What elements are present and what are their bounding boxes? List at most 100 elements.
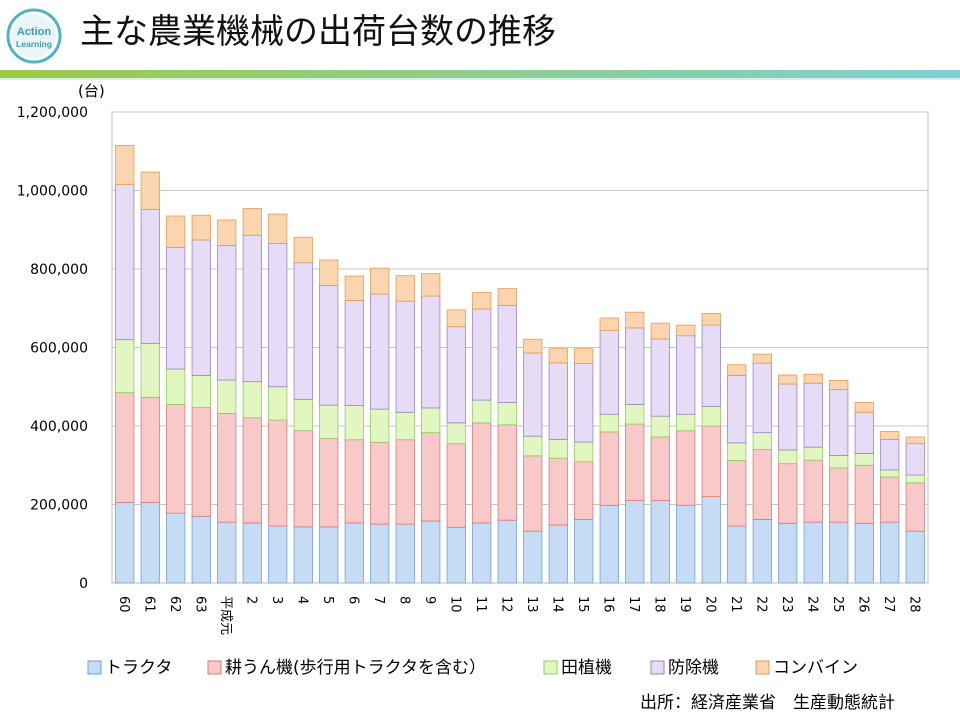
x-tick-label: 10 [447, 596, 462, 613]
legend-swatch [543, 660, 558, 675]
page-title: 主な農業機械の出荷台数の推移 [80, 12, 556, 52]
bar-segment [268, 419, 288, 527]
bar-segment [217, 245, 237, 381]
y-tick-label: 0 [79, 576, 88, 592]
bar-segment [268, 213, 288, 244]
x-tick-label: 13 [524, 596, 539, 613]
y-axis-unit-label: (台) [78, 82, 105, 100]
bar-segment [497, 519, 517, 584]
bar-segment [676, 335, 696, 415]
legend-label: 耕うん機(歩行用トラクタを含む） [225, 658, 486, 678]
x-tick-label: 8 [396, 596, 411, 604]
x-tick-label: 5 [320, 596, 335, 604]
bar-segment [293, 526, 313, 584]
bar-segment [880, 476, 900, 523]
bar-segment [854, 464, 874, 524]
bar-segment [574, 363, 594, 443]
bar-segment [497, 305, 517, 403]
legend-item: トラクタ [87, 658, 172, 678]
bar-segment [803, 373, 823, 384]
bar-segment [344, 275, 364, 301]
bar-segment [446, 526, 466, 584]
bar-segment [319, 259, 339, 286]
action-learning-logo: Action Learning [6, 8, 62, 64]
bar-segment [880, 431, 900, 440]
bar-segment [115, 392, 135, 503]
bar-segment [574, 348, 594, 364]
bar-segment [370, 293, 390, 410]
bar-segment [370, 442, 390, 525]
x-tick-label: 25 [830, 596, 845, 613]
bar-segment [829, 389, 849, 456]
legend-label: コンバイン [773, 658, 858, 678]
bar-segment [701, 312, 721, 326]
bar-segment [166, 215, 186, 248]
bar-segment [778, 463, 798, 524]
bar-segment [854, 453, 874, 466]
bar-segment [472, 522, 492, 584]
bar-segment [166, 368, 186, 405]
bar-segment [599, 413, 619, 433]
bar-segment [599, 317, 619, 332]
bar-segment [242, 381, 262, 419]
bar-segment [854, 411, 874, 454]
x-tick-label: 61 [141, 596, 156, 613]
bar-segment [778, 374, 798, 385]
bar-segment [115, 184, 135, 341]
bar-segment [115, 339, 135, 394]
bar-segment [574, 441, 594, 463]
x-tick-label: 20 [702, 596, 717, 613]
bar-segment [905, 474, 925, 484]
bar-segment [625, 311, 645, 329]
bar-segment [115, 144, 135, 186]
bar-segment [446, 443, 466, 528]
bar-segment [421, 520, 441, 584]
bar-segment [472, 399, 492, 424]
bar-segment [727, 364, 747, 376]
bar-segment [650, 436, 670, 501]
bar-segment [523, 530, 543, 584]
bar-segment [752, 353, 772, 364]
x-tick-label: 27 [881, 596, 896, 613]
y-tick-label: 1,200,000 [17, 105, 88, 121]
bar-segment [727, 525, 747, 584]
bar-segment [650, 415, 670, 438]
bar-segment [191, 214, 211, 241]
bar-segment [727, 374, 747, 444]
bar-segment [778, 449, 798, 465]
bar-segment [599, 504, 619, 584]
bar-segment [319, 438, 339, 528]
bar-segment [472, 292, 492, 310]
x-tick-label: 24 [804, 596, 819, 613]
bar-segment [599, 431, 619, 506]
x-tick-label: 21 [728, 596, 743, 613]
x-tick-label: 63 [192, 596, 207, 613]
bar-segment [701, 425, 721, 498]
bar-segment [395, 275, 415, 302]
bar-segment [905, 530, 925, 584]
bar-segment [778, 522, 798, 584]
bar-segment [166, 512, 186, 584]
bar-segment [523, 338, 543, 354]
y-tick-label: 400,000 [30, 419, 88, 435]
bar-segment [599, 330, 619, 415]
bar-segment [191, 374, 211, 408]
bar-segment [803, 446, 823, 461]
bar-segment [395, 523, 415, 584]
bar-segment [140, 171, 160, 210]
bar-segment [268, 243, 288, 388]
bar-segment [395, 411, 415, 441]
legend-swatch [207, 660, 222, 675]
legend-swatch [87, 660, 102, 675]
x-tick-label: 60 [116, 596, 131, 613]
bar-segment [625, 423, 645, 501]
bar-segment [446, 422, 466, 445]
bar-segment [752, 432, 772, 450]
bar-segment [727, 460, 747, 527]
bar-segment [701, 496, 721, 584]
bar-segment [293, 430, 313, 528]
bar-segment [523, 352, 543, 437]
logo-line2: Learning [16, 39, 52, 49]
x-tick-label: 3 [269, 596, 284, 604]
bar-segment [293, 236, 313, 264]
